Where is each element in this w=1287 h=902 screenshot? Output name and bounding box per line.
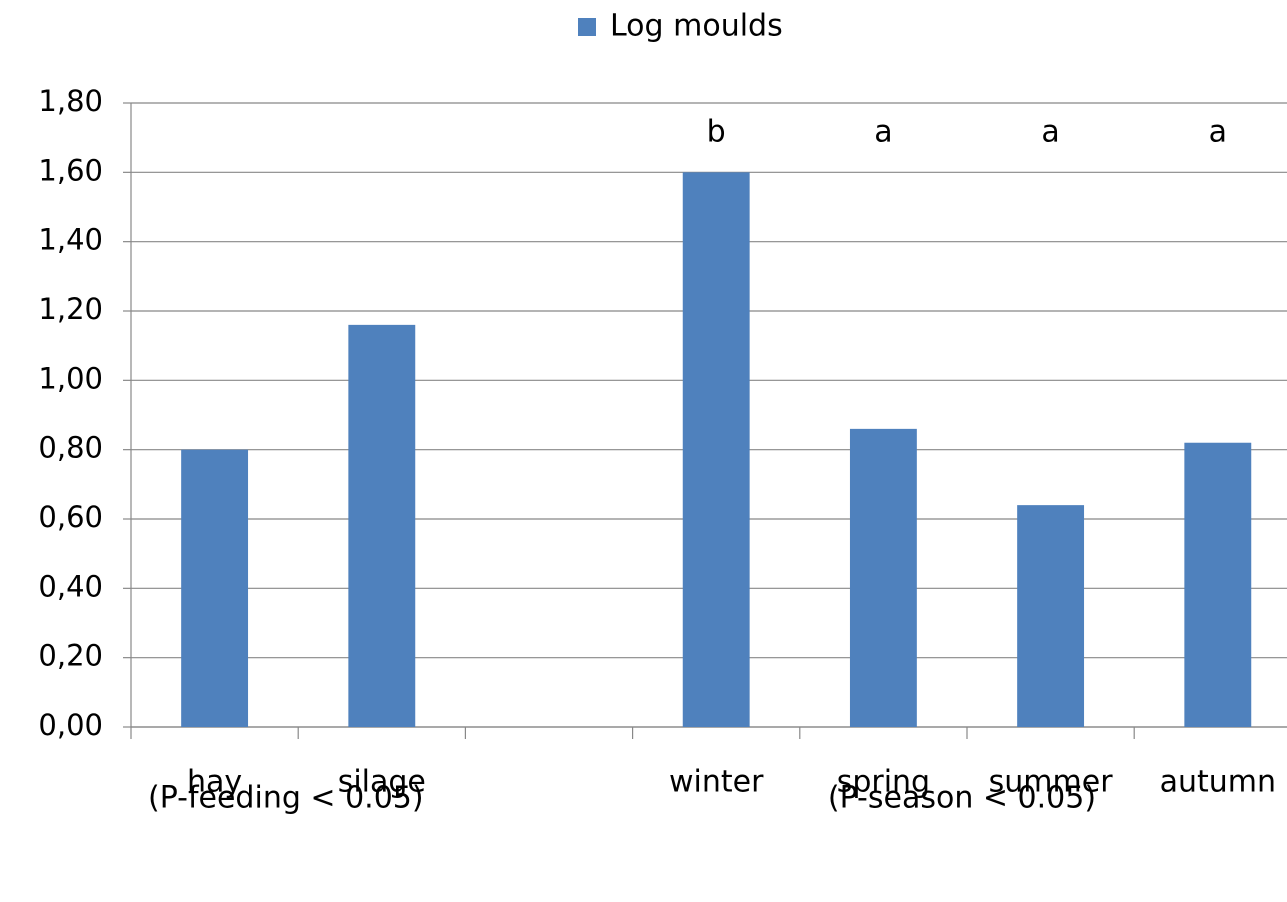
y-tick-label: 1,60 — [38, 153, 103, 187]
bar — [1184, 442, 1252, 727]
y-tick-label: 0,40 — [38, 569, 103, 603]
x-tick-label: spring — [837, 765, 930, 800]
bar — [849, 428, 917, 727]
x-tick-label: silage — [338, 765, 426, 800]
x-tick-label: winter — [669, 765, 764, 800]
y-tick-label: 1,00 — [38, 361, 103, 395]
x-tick-label: hay — [187, 765, 242, 800]
letter: a — [1041, 115, 1059, 150]
y-tick-label: 0,60 — [38, 500, 103, 534]
letter: a — [874, 115, 892, 150]
letter: b — [707, 115, 726, 150]
x-tick-label: autumn — [1160, 765, 1276, 800]
bar — [348, 324, 416, 727]
y-tick-label: 1,80 — [38, 84, 103, 118]
bar — [682, 172, 750, 728]
note: (P-feeding < 0.05) — [148, 781, 424, 816]
letter: a — [1209, 115, 1227, 150]
y-tick-label: 0,20 — [38, 639, 103, 673]
bar — [1017, 505, 1085, 727]
note: (P-season < 0.05) — [828, 781, 1096, 816]
y-tick-label: 0,00 — [38, 708, 103, 742]
y-tick-label: 0,80 — [38, 431, 103, 465]
y-tick-label: 1,40 — [38, 223, 103, 257]
legend-swatch — [578, 18, 596, 36]
y-tick-label: 1,20 — [38, 292, 103, 326]
x-tick-label: summer — [989, 765, 1114, 800]
legend-label: Log moulds — [610, 9, 783, 44]
bar — [181, 449, 249, 727]
